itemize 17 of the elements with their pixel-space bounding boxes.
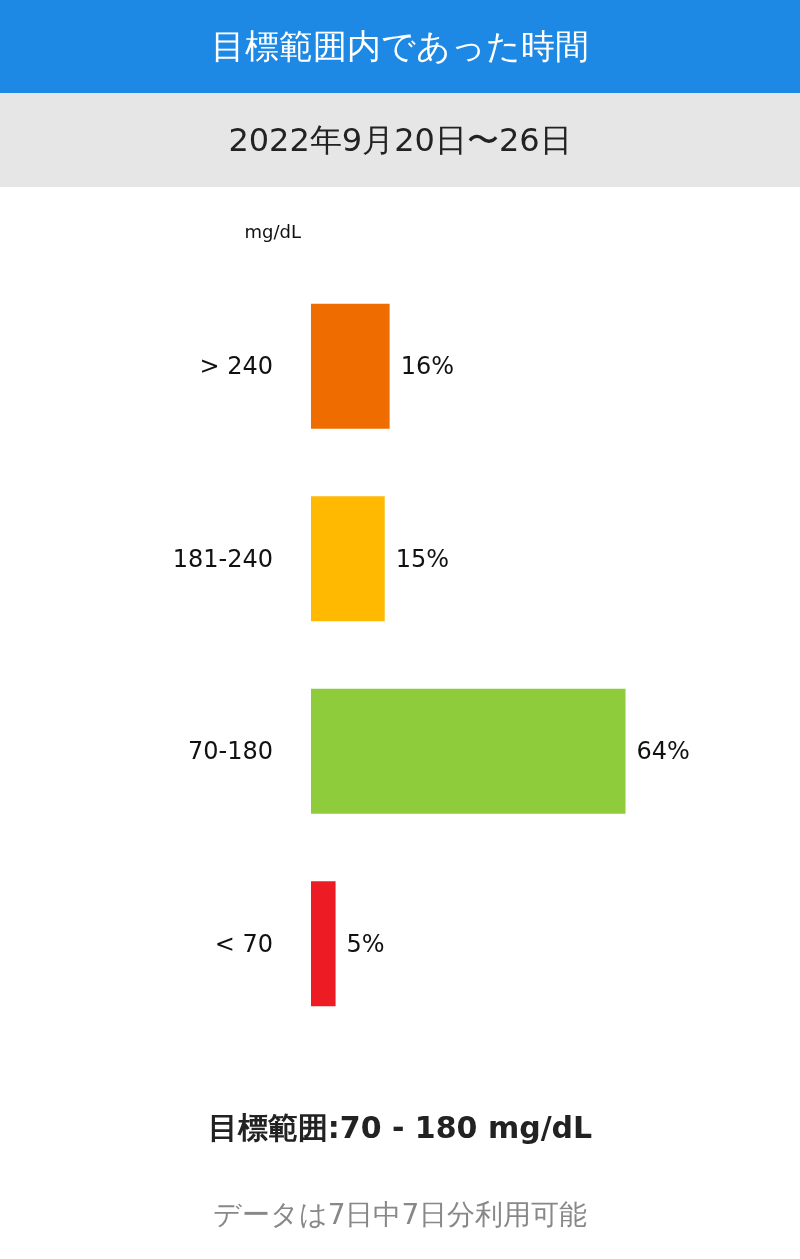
bar xyxy=(311,496,385,622)
bar xyxy=(311,881,336,1007)
chart-title: 目標範囲内であった時間 xyxy=(0,0,800,93)
data-label: 5% xyxy=(346,929,385,958)
y-axis-title: mg/dL xyxy=(244,220,301,242)
y-tick-label: < 70 xyxy=(214,929,273,958)
data-label: 16% xyxy=(400,352,454,381)
text: 目標範囲:70 - 180 mg/dL xyxy=(206,1109,594,1147)
y-tick-label: > 240 xyxy=(199,352,273,381)
data-label: 15% xyxy=(395,544,450,573)
y-tick-label: 70-180 xyxy=(187,737,273,766)
chart-subtitle: 2022年9月20日〜26日 xyxy=(0,93,800,187)
bar xyxy=(311,303,390,429)
bar xyxy=(311,688,626,814)
text: データは7日中7日分利用可能 xyxy=(211,1197,589,1233)
y-tick-label: 181-240 xyxy=(172,544,273,573)
data-label: 64% xyxy=(636,737,690,766)
